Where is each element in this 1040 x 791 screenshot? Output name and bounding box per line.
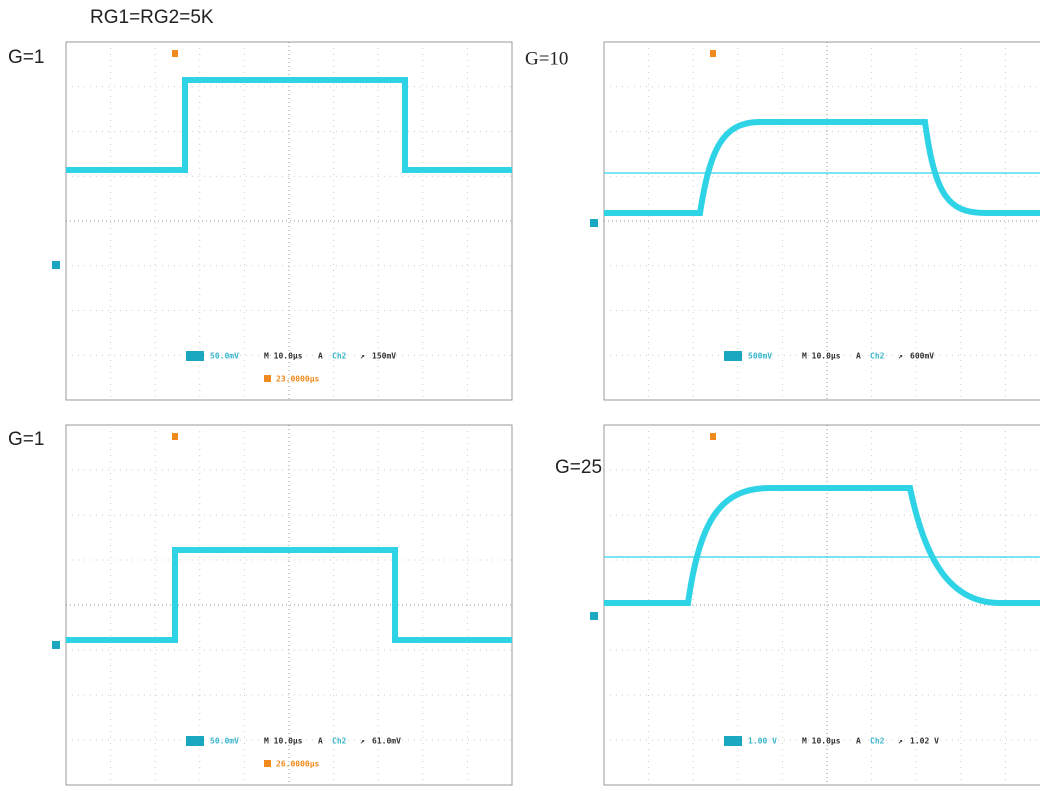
scale-readout: 50.0mV [210,352,239,361]
trigger-source: Ch2 [332,737,347,746]
trigger-level: 1.02 V [910,737,939,746]
gain-label: G=10 [525,48,568,69]
trigger-marker [710,433,716,440]
scale-readout: 50.0mV [210,737,239,746]
trigger-marker [710,50,716,57]
gain-label: G=25 [555,457,602,478]
ground-marker [590,219,598,227]
trigger-level: 600mV [910,352,934,361]
position-readout: 26.0000µs [276,760,320,769]
ground-marker [52,261,60,269]
scope-screen [590,425,1040,785]
position-readout: 23.0000µs [276,375,320,384]
trigger-level: 150mV [372,352,396,361]
title: RG1=RG2=5K [90,7,214,28]
trigger-mode: A [856,352,861,361]
timebase-readout: M 10.0µs [802,737,841,746]
page: {"title": "RG1=RG2=5K", "panels": [ {"ga… [0,0,1040,791]
channel-badge [186,351,204,361]
trigger-mode: A [318,352,323,361]
trigger-mode: A [318,737,323,746]
position-marker [264,760,271,767]
scope-screen [52,42,512,400]
channel-badge [724,736,742,746]
scale-readout: 1.00 V [748,737,777,746]
trigger-slope: ↗ [898,352,903,361]
trigger-source: Ch2 [870,352,885,361]
ground-marker [590,612,598,620]
scope-composite: RG1=RG2=5K G=1 50.0mV M 10.0µs A Ch2 ↗ 150mV 23… [0,0,1040,791]
ground-marker [52,641,60,649]
scale-readout: 500mV [748,352,772,361]
trigger-slope: ↗ [360,737,365,746]
screen-frame [604,42,1040,400]
channel-badge [186,736,204,746]
trigger-marker [172,50,178,57]
channel-badge [724,351,742,361]
position-marker [264,375,271,382]
timebase-readout: M 10.0µs [264,737,303,746]
gain-label: G=1 [8,429,44,450]
trigger-marker [172,433,178,440]
timebase-readout: M 10.0µs [264,352,303,361]
trigger-source: Ch2 [332,352,347,361]
scope-screen [590,42,1040,400]
scope-screen [52,425,512,785]
trigger-slope: ↗ [898,737,903,746]
gain-label: G=1 [8,47,44,68]
trigger-mode: A [856,737,861,746]
trigger-source: Ch2 [870,737,885,746]
trigger-slope: ↗ [360,352,365,361]
trigger-level: 61.0mV [372,737,401,746]
timebase-readout: M 10.0µs [802,352,841,361]
